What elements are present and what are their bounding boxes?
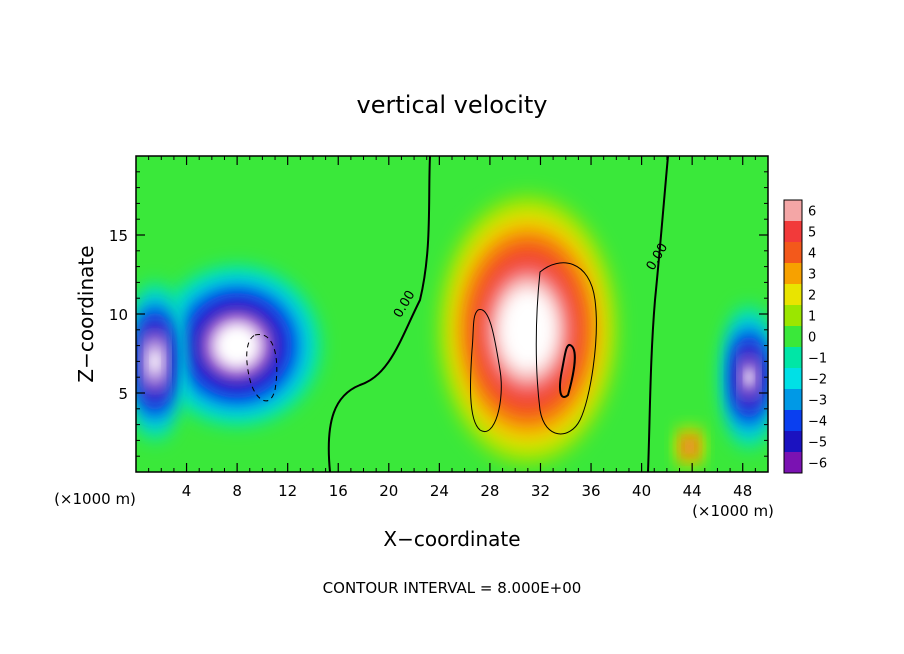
colorbar-label: −4 (808, 415, 827, 430)
downdraft-contour-dashed (246, 334, 278, 402)
colorbar-swatch (784, 431, 802, 452)
x-tick-label: 40 (632, 482, 651, 500)
updraft-contour-small (559, 344, 576, 398)
x-tick-label: 12 (278, 482, 297, 500)
updraft-contour-left (469, 309, 502, 433)
x-unit-label: (×1000 m) (692, 502, 774, 520)
x-axis-label: X−coordinate (383, 527, 520, 551)
downdraft-level (227, 336, 247, 355)
contour-interval-footer: CONTOUR INTERVAL = 8.000E+00 (323, 579, 582, 597)
field (136, 156, 768, 472)
downdraft-level (745, 368, 753, 387)
zero-contour-left (327, 156, 431, 472)
downdraft-level (152, 352, 158, 371)
colorbar-label: 4 (808, 247, 816, 262)
x-tick-label: 24 (430, 482, 449, 500)
x-tick-label: 28 (480, 482, 499, 500)
contour-lines (246, 156, 669, 472)
colorbar-swatch (784, 242, 802, 263)
zero-contour-right (647, 156, 669, 472)
colorbar-frame (783, 199, 803, 474)
x-tick-label: 36 (581, 482, 600, 500)
x-tick-label: 32 (531, 482, 550, 500)
colorbar: 6 5 4 3 2 1 0 −1 −2 −3 −4 −5 −6 (783, 199, 827, 474)
colorbar-swatch (784, 368, 802, 389)
colorbar-swatch (784, 305, 802, 326)
y-unit-label: (×1000 m) (54, 490, 136, 508)
y-tick-label: 5 (118, 385, 128, 403)
colorbar-swatch (784, 452, 802, 473)
y-axis-label: Z−coordinate (74, 245, 98, 382)
y-axis: 5 10 15 (109, 171, 768, 457)
colorbar-swatch (784, 263, 802, 284)
colorbar-label: −5 (808, 436, 827, 451)
colorbar-label: 5 (808, 226, 816, 241)
x-tick-label: 20 (379, 482, 398, 500)
x-tick-label: 4 (182, 482, 192, 500)
colorbar-label: −1 (808, 352, 827, 367)
colorbar-label: 2 (808, 289, 816, 304)
y-tick-label: 10 (109, 306, 128, 324)
updraft-level (687, 443, 692, 450)
colorbar-swatch (784, 347, 802, 368)
colorbar-label: 6 (808, 205, 816, 220)
colorbar-label: −3 (808, 394, 827, 409)
chart-title: vertical velocity (357, 91, 548, 119)
x-tick-label: 8 (232, 482, 242, 500)
colorbar-swatch (784, 410, 802, 431)
colorbar-label: 0 (808, 331, 816, 346)
colorbar-swatch (784, 284, 802, 305)
x-axis: 4 8 12 16 20 24 28 32 36 40 44 48 (148, 156, 756, 500)
colorbar-swatch (784, 200, 802, 221)
x-tick-label: 16 (329, 482, 348, 500)
y-tick-label: 15 (109, 227, 128, 245)
colorbar-label: 3 (808, 268, 816, 283)
x-tick-label: 44 (683, 482, 702, 500)
colorbar-label: −2 (808, 373, 827, 388)
field-blobs (136, 195, 768, 466)
colorbar-label: 1 (808, 310, 816, 325)
updraft-contour-inner (535, 262, 597, 435)
x-tick-label: 48 (733, 482, 752, 500)
colorbar-label: −6 (808, 457, 827, 472)
updraft-level (518, 314, 538, 345)
colorbar-swatch (784, 326, 802, 347)
colorbar-swatch (784, 389, 802, 410)
colorbar-swatch (784, 221, 802, 242)
